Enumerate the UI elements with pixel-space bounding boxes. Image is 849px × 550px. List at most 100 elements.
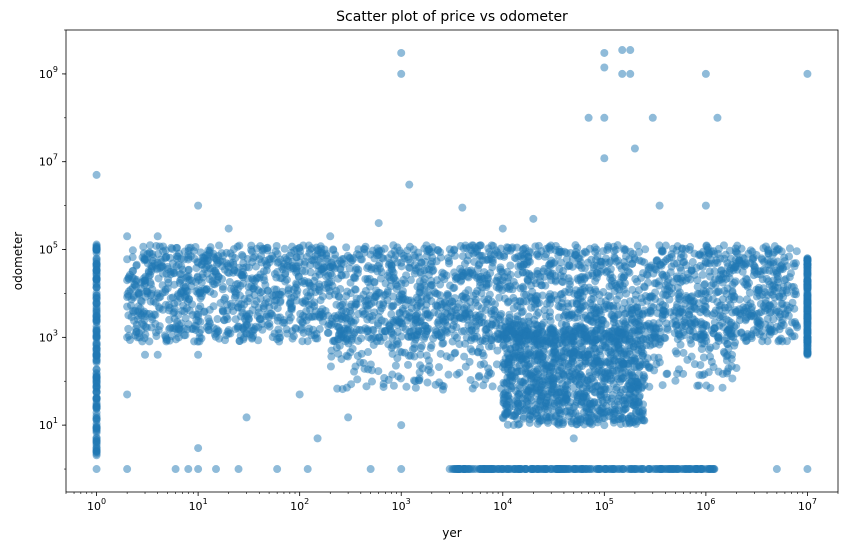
scatter-point xyxy=(374,321,383,330)
scatter-point xyxy=(520,290,529,299)
scatter-point xyxy=(330,264,339,273)
scatter-point xyxy=(661,302,670,311)
scatter-point xyxy=(558,357,567,366)
scatter-point xyxy=(205,275,214,284)
scatter-point xyxy=(173,297,182,306)
scatter-point xyxy=(687,292,696,301)
scatter-point xyxy=(575,390,584,399)
scatter-point xyxy=(92,288,101,297)
scatter-point xyxy=(389,292,398,301)
scatter-point xyxy=(713,288,722,297)
scatter-point xyxy=(756,308,765,317)
scatter-point xyxy=(594,269,603,278)
scatter-point xyxy=(779,282,788,291)
scatter-point xyxy=(634,400,643,409)
scatter-point xyxy=(619,244,628,253)
scatter-point xyxy=(484,465,493,474)
scatter-point xyxy=(613,295,621,304)
scatter-point xyxy=(522,401,531,410)
scatter-point xyxy=(298,318,307,327)
scatter-point xyxy=(307,312,316,321)
scatter-point xyxy=(381,326,390,335)
scatter-point xyxy=(508,382,517,391)
scatter-point xyxy=(609,379,618,388)
scatter-point xyxy=(350,367,359,376)
scatter-point xyxy=(294,272,303,281)
scatter-point xyxy=(705,259,714,268)
scatter-point xyxy=(679,369,688,378)
scatter-point xyxy=(219,282,228,291)
scatter-point xyxy=(565,288,574,297)
scatter-point xyxy=(369,340,378,349)
scatter-point xyxy=(404,255,413,264)
scatter-point xyxy=(593,252,602,261)
scatter-point xyxy=(288,242,296,251)
scatter-point xyxy=(395,246,404,255)
scatter-point xyxy=(343,320,352,328)
scatter-point xyxy=(242,329,251,338)
scatter-point xyxy=(766,326,775,335)
scatter-point xyxy=(701,201,710,210)
scatter-point xyxy=(621,309,630,318)
scatter-point xyxy=(351,285,360,294)
scatter-point xyxy=(514,465,523,474)
scatter-point xyxy=(92,170,101,179)
scatter-point xyxy=(531,383,540,392)
scatter-point xyxy=(92,426,101,435)
scatter-point xyxy=(506,261,515,270)
scatter-point xyxy=(645,382,654,391)
scatter-point xyxy=(463,315,472,324)
scatter-point xyxy=(300,276,309,285)
scatter-point xyxy=(233,324,242,333)
scatter-point xyxy=(239,259,248,268)
scatter-point xyxy=(638,310,647,319)
scatter-point xyxy=(478,349,487,358)
scatter-point xyxy=(743,282,752,291)
scatter-point xyxy=(652,465,661,474)
scatter-point xyxy=(710,318,719,327)
scatter-point xyxy=(316,296,325,305)
scatter-point xyxy=(238,250,246,259)
scatter-point xyxy=(704,345,713,354)
scatter-point xyxy=(434,309,443,318)
scatter-point xyxy=(803,293,812,302)
scatter-point xyxy=(803,320,812,329)
scatter-point xyxy=(291,324,300,333)
scatter-point xyxy=(383,288,392,297)
scatter-point xyxy=(318,251,327,260)
scatter-point xyxy=(723,339,732,348)
scatter-point xyxy=(678,465,687,474)
scatter-point xyxy=(372,286,381,295)
scatter-point xyxy=(623,465,632,474)
scatter-point xyxy=(175,279,184,288)
scatter-point xyxy=(673,300,682,309)
scatter-point xyxy=(528,465,537,474)
scatter-point xyxy=(595,308,604,317)
scatter-point xyxy=(475,259,484,268)
scatter-point xyxy=(512,363,521,372)
scatter-point xyxy=(412,311,421,320)
scatter-point xyxy=(405,308,414,317)
scatter-point xyxy=(555,366,564,375)
scatter-point xyxy=(684,310,693,319)
scatter-point xyxy=(565,465,574,474)
scatter-point xyxy=(468,270,477,279)
scatter-point xyxy=(145,337,154,346)
tick-label: 101 xyxy=(189,497,208,513)
scatter-point xyxy=(595,347,604,356)
scatter-point xyxy=(436,248,445,257)
scatter-point xyxy=(686,318,695,327)
scatter-point xyxy=(650,353,658,362)
scatter-point xyxy=(216,299,225,308)
scatter-point xyxy=(92,388,101,397)
scatter-point xyxy=(460,352,469,361)
tick-label: 102 xyxy=(290,497,309,513)
scatter-point xyxy=(417,341,426,350)
scatter-point xyxy=(658,247,667,256)
scatter-point xyxy=(626,385,635,394)
scatter-point xyxy=(592,326,601,335)
scatter-point xyxy=(741,316,750,325)
scatter-point xyxy=(600,154,609,163)
scatter-point xyxy=(564,362,573,371)
scatter-point xyxy=(128,246,137,255)
